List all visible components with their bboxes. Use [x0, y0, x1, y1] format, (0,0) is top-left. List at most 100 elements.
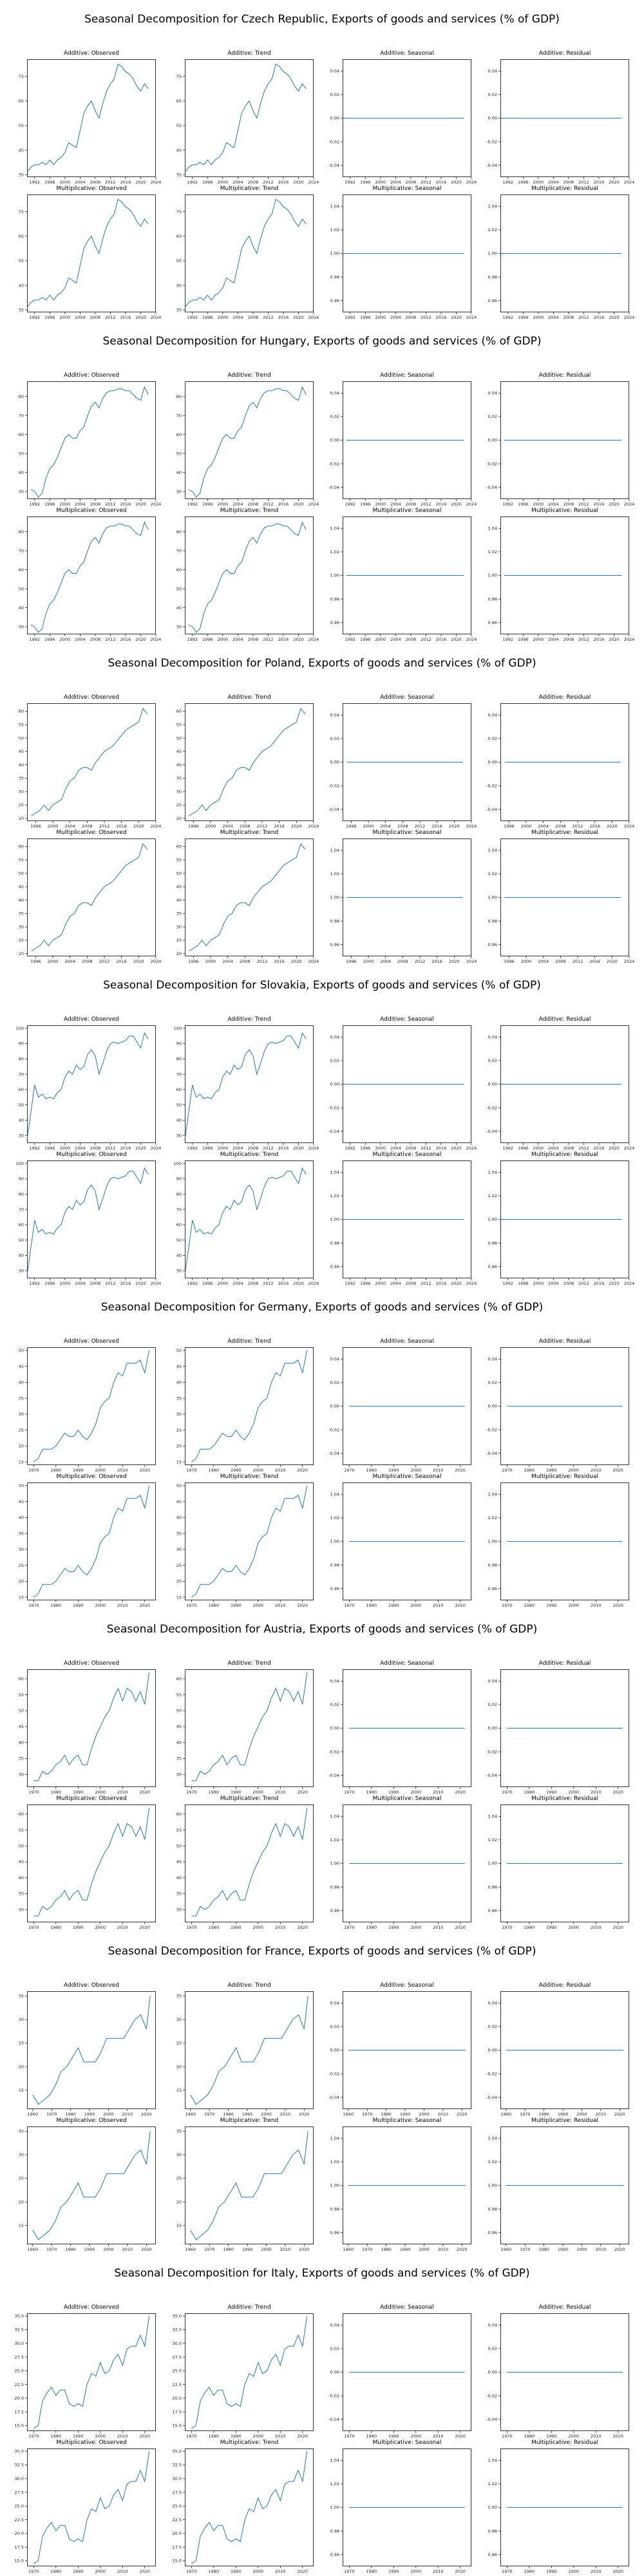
x-tick-label: 2016 [436, 315, 447, 320]
axes-frame [27, 194, 156, 312]
x-tick-label: 2016 [120, 180, 131, 185]
y-tick-label: 30 [176, 1268, 182, 1273]
y-tick-label: -0.04 [486, 2417, 497, 2422]
y-tick-label: 45 [19, 1859, 24, 1864]
subplot-title: Additive: Observed [63, 372, 119, 379]
subplot-svg: 1970 1980 1990 2000 2010 2020 15.0 17.5 20.0 22.5… [15, 2448, 156, 2574]
y-tick-label: 1.02 [330, 2159, 339, 2164]
x-tick-label: 1980 [538, 2112, 549, 2117]
y-tick-label: 55 [19, 1828, 24, 1833]
x-tick-label: 2020 [135, 1146, 146, 1151]
x-tick-label: 2000 [253, 1468, 264, 1473]
x-tick-label: 1980 [209, 1603, 220, 1608]
x-tick-label: 2000 [253, 2569, 264, 2574]
x-tick-label: 1990 [84, 2247, 95, 2252]
y-tick-label: 30 [19, 1412, 24, 1417]
y-tick-label: -0.04 [328, 807, 339, 812]
y-tick-label: 35 [176, 1891, 182, 1897]
subplot: Multiplicative: Residual 1992 1996 2000 2004… [488, 1151, 635, 1286]
subplot: Multiplicative: Residual 1996 2000 2004 2008… [488, 829, 635, 964]
y-tick-label: 15.0 [173, 2559, 182, 2564]
x-tick-label: 1970 [362, 2112, 373, 2117]
x-tick-label: 1996 [202, 315, 213, 320]
x-tick-label: 2000 [569, 1603, 580, 1608]
subplot-svg: 1960 1970 1980 1990 2000 2010 2020 1.04 1.02 1.00… [330, 2126, 471, 2252]
x-tick-label: 2012 [99, 959, 110, 964]
subplot-svg: 1970 1980 1990 2000 2010 2020 15.0 17.5 20.0 22.5… [173, 2448, 314, 2574]
subplot: Additive: Seasonal 1970 1980 1990 2000 2010 20… [328, 1338, 471, 1473]
subplot-svg: 1970 1980 1990 2000 2010 2020 0.04 0.02 0.00 -0.0… [486, 2313, 629, 2439]
x-tick-label: 2020 [614, 2112, 625, 2117]
y-tick-label: 0.96 [488, 2230, 497, 2235]
y-tick-label: 30 [176, 2152, 182, 2157]
x-tick-label: 2010 [122, 2247, 133, 2252]
y-tick-label: 80 [19, 394, 24, 399]
y-tick-label: 0.98 [330, 1562, 339, 1567]
y-tick-label: 0.02 [488, 1380, 497, 1385]
x-tick-label: 2008 [564, 1281, 574, 1286]
y-tick-label: 0.02 [330, 2346, 339, 2351]
y-tick-label: 1.02 [330, 2481, 339, 2486]
x-tick-label: 1996 [360, 180, 371, 185]
y-tick-label: 1.00 [330, 2505, 339, 2510]
y-tick-label: 75 [176, 209, 182, 214]
x-tick-label: 2010 [433, 2434, 444, 2439]
subplot: Additive: Seasonal 1996 2000 2004 2008 2012 20… [328, 694, 477, 829]
x-tick-label: 2010 [596, 2247, 607, 2252]
subplot: Additive: Residual 1970 1980 1990 2000 2010 20… [486, 1338, 629, 1473]
axes-frame [185, 2313, 314, 2431]
axes-frame [185, 1482, 314, 1600]
series-line [189, 708, 306, 817]
y-tick-label: 80 [176, 394, 182, 399]
y-tick-label: 25 [176, 802, 182, 808]
x-tick-label: 2020 [291, 959, 302, 964]
x-tick-label: 1992 [502, 637, 513, 642]
y-tick-label: 27.5 [173, 2354, 182, 2360]
x-tick-label: 2020 [449, 959, 460, 964]
y-tick-label: 0.96 [330, 942, 339, 947]
subplot-title: Multiplicative: Seasonal [372, 829, 442, 836]
subplot-title: Additive: Seasonal [380, 1982, 434, 1989]
x-tick-label: 2016 [436, 637, 447, 642]
x-tick-label: 1992 [29, 637, 40, 642]
y-tick-label: -0.04 [328, 2417, 339, 2422]
y-tick-label: 45 [176, 1724, 182, 1729]
y-tick-label: 55 [176, 123, 182, 128]
x-tick-label: 1990 [73, 2434, 84, 2439]
x-tick-label: 2012 [573, 959, 583, 964]
subplot-title: Multiplicative: Observed [56, 507, 127, 514]
y-tick-label: 1.04 [330, 526, 339, 531]
y-tick-label: 1.02 [330, 227, 339, 232]
y-tick-label: -0.02 [328, 1105, 339, 1110]
y-tick-label: 1.00 [488, 573, 497, 578]
y-tick-label: 80 [176, 1191, 182, 1197]
x-tick-label: 2016 [278, 315, 289, 320]
y-tick-label: 0.04 [488, 69, 497, 74]
x-tick-label: 1980 [366, 2434, 377, 2439]
x-tick-label: 2016 [431, 824, 442, 829]
y-tick-label: 35 [176, 2129, 182, 2134]
y-tick-label: 30 [176, 624, 182, 629]
y-tick-label: 55 [19, 258, 24, 263]
subplot-title: Additive: Observed [63, 2304, 119, 2311]
y-tick-label: 70 [176, 413, 182, 418]
series-line [191, 1350, 308, 1463]
y-tick-label: 20 [176, 951, 182, 956]
y-tick-label: 0.96 [488, 1908, 497, 1913]
y-tick-label: 55 [176, 1692, 182, 1698]
y-tick-label: 0.98 [330, 1240, 339, 1245]
y-tick-label: 20 [19, 2199, 24, 2204]
y-tick-label: -0.04 [486, 2095, 497, 2100]
y-tick-label: 1.04 [330, 1170, 339, 1175]
y-tick-label: 0.96 [488, 2552, 497, 2557]
x-tick-label: 2016 [436, 1281, 447, 1286]
subplot-title: Additive: Residual [538, 1982, 591, 1989]
x-tick-label: 1970 [344, 2434, 355, 2439]
y-tick-label: 100 [16, 1026, 24, 1031]
x-tick-label: 1970 [344, 1468, 355, 1473]
x-tick-label: 1980 [381, 2247, 392, 2252]
y-tick-label: 75 [19, 74, 24, 79]
x-tick-label: 1970 [502, 1468, 513, 1473]
x-tick-label: 2000 [569, 2434, 580, 2439]
subplot-svg: 1992 1996 2000 2004 2008 2012 2016 2020 2024 35 45… [19, 194, 161, 320]
